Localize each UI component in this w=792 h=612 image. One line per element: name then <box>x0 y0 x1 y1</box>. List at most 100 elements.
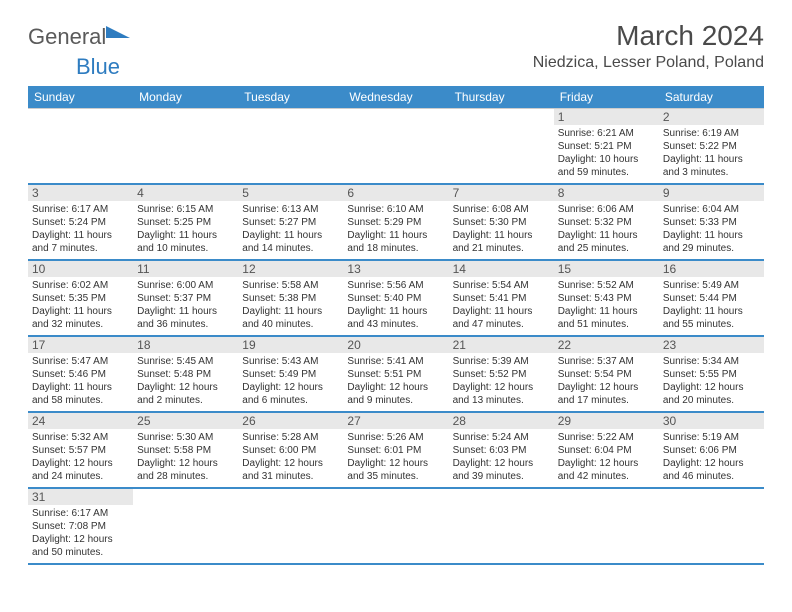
day-info: Sunrise: 6:21 AMSunset: 5:21 PMDaylight:… <box>558 127 655 179</box>
sunrise-line: Sunrise: 5:56 AM <box>347 279 444 292</box>
daylight-line: Daylight: 12 hours and 50 minutes. <box>32 533 129 559</box>
empty-cell <box>133 109 238 185</box>
day-info: Sunrise: 6:15 AMSunset: 5:25 PMDaylight:… <box>137 203 234 255</box>
sunrise-line: Sunrise: 6:10 AM <box>347 203 444 216</box>
day-info: Sunrise: 5:28 AMSunset: 6:00 PMDaylight:… <box>242 431 339 483</box>
sunrise-line: Sunrise: 5:47 AM <box>32 355 129 368</box>
sunset-line: Sunset: 5:41 PM <box>453 292 550 305</box>
day-cell: 24Sunrise: 5:32 AMSunset: 5:57 PMDayligh… <box>28 412 133 488</box>
day-number: 13 <box>343 261 448 277</box>
empty-cell <box>449 488 554 564</box>
sunrise-line: Sunrise: 5:54 AM <box>453 279 550 292</box>
sunset-line: Sunset: 6:06 PM <box>663 444 760 457</box>
day-cell: 4Sunrise: 6:15 AMSunset: 5:25 PMDaylight… <box>133 184 238 260</box>
daylight-line: Daylight: 12 hours and 31 minutes. <box>242 457 339 483</box>
day-info: Sunrise: 6:10 AMSunset: 5:29 PMDaylight:… <box>347 203 444 255</box>
day-cell: 11 Sunrise: 6:00 AMSunset: 5:37 PMDayligh… <box>133 260 238 336</box>
daylight-line: Daylight: 11 hours and 55 minutes. <box>663 305 760 331</box>
sunrise-line: Sunrise: 6:06 AM <box>558 203 655 216</box>
day-info: Sunrise: 5:58 AMSunset: 5:38 PMDaylight:… <box>242 279 339 331</box>
day-info: Sunrise: 6:06 AMSunset: 5:32 PMDaylight:… <box>558 203 655 255</box>
daylight-line: Daylight: 11 hours and 14 minutes. <box>242 229 339 255</box>
sunset-line: Sunset: 5:32 PM <box>558 216 655 229</box>
day-cell: 15Sunrise: 5:52 AMSunset: 5:43 PMDayligh… <box>554 260 659 336</box>
day-cell: 10Sunrise: 6:02 AMSunset: 5:35 PMDayligh… <box>28 260 133 336</box>
empty-cell <box>28 109 133 185</box>
daylight-line: Daylight: 12 hours and 35 minutes. <box>347 457 444 483</box>
sunrise-line: Sunrise: 5:30 AM <box>137 431 234 444</box>
day-number: 23 <box>659 337 764 353</box>
daylight-line: Daylight: 12 hours and 42 minutes. <box>558 457 655 483</box>
day-info: Sunrise: 5:22 AMSunset: 6:04 PMDaylight:… <box>558 431 655 483</box>
day-info: Sunrise: 6:00 AMSunset: 5:37 PMDaylight:… <box>137 279 234 331</box>
day-cell: 7Sunrise: 6:08 AMSunset: 5:30 PMDaylight… <box>449 184 554 260</box>
daylight-line: Daylight: 11 hours and 10 minutes. <box>137 229 234 255</box>
day-info: Sunrise: 6:17 AMSunset: 7:08 PMDaylight:… <box>32 507 129 559</box>
day-number: 28 <box>449 413 554 429</box>
week-row: 10Sunrise: 6:02 AMSunset: 5:35 PMDayligh… <box>28 260 764 336</box>
sunrise-line: Sunrise: 5:52 AM <box>558 279 655 292</box>
daylight-line: Daylight: 10 hours and 59 minutes. <box>558 153 655 179</box>
sunset-line: Sunset: 6:00 PM <box>242 444 339 457</box>
empty-cell <box>238 488 343 564</box>
day-number: 6 <box>343 185 448 201</box>
day-number: 16 <box>659 261 764 277</box>
daylight-line: Daylight: 11 hours and 51 minutes. <box>558 305 655 331</box>
day-cell: 9Sunrise: 6:04 AMSunset: 5:33 PMDaylight… <box>659 184 764 260</box>
day-number: 26 <box>238 413 343 429</box>
day-number: 7 <box>449 185 554 201</box>
day-cell: 13 Sunrise: 5:56 AMSunset: 5:40 PMDayligh… <box>343 260 448 336</box>
day-number: 29 <box>554 413 659 429</box>
day-cell: 14Sunrise: 5:54 AMSunset: 5:41 PMDayligh… <box>449 260 554 336</box>
sail-icon <box>106 26 130 38</box>
sunrise-line: Sunrise: 5:49 AM <box>663 279 760 292</box>
daylight-line: Daylight: 12 hours and 24 minutes. <box>32 457 129 483</box>
day-number: 8 <box>554 185 659 201</box>
day-number: 18 <box>133 337 238 353</box>
sunrise-line: Sunrise: 6:13 AM <box>242 203 339 216</box>
daylight-line: Daylight: 11 hours and 32 minutes. <box>32 305 129 331</box>
day-header: Thursday <box>449 86 554 109</box>
day-cell: 1Sunrise: 6:21 AMSunset: 5:21 PMDaylight… <box>554 109 659 185</box>
day-number: 17 <box>28 337 133 353</box>
daylight-line: Daylight: 11 hours and 29 minutes. <box>663 229 760 255</box>
day-cell: 29 Sunrise: 5:22 AMSunset: 6:04 PMDayligh… <box>554 412 659 488</box>
day-info: Sunrise: 5:56 AMSunset: 5:40 PMDaylight:… <box>347 279 444 331</box>
sunrise-line: Sunrise: 6:17 AM <box>32 203 129 216</box>
empty-cell <box>449 109 554 185</box>
empty-cell <box>554 488 659 564</box>
day-header: Sunday <box>28 86 133 109</box>
daylight-line: Daylight: 11 hours and 40 minutes. <box>242 305 339 331</box>
day-number: 11 <box>133 261 238 277</box>
sunrise-line: Sunrise: 5:58 AM <box>242 279 339 292</box>
day-info: Sunrise: 5:32 AMSunset: 5:57 PMDaylight:… <box>32 431 129 483</box>
sunset-line: Sunset: 6:01 PM <box>347 444 444 457</box>
sunrise-line: Sunrise: 6:15 AM <box>137 203 234 216</box>
sunrise-line: Sunrise: 6:02 AM <box>32 279 129 292</box>
sunrise-line: Sunrise: 5:32 AM <box>32 431 129 444</box>
day-info: Sunrise: 5:30 AMSunset: 5:58 PMDaylight:… <box>137 431 234 483</box>
location: Niedzica, Lesser Poland, Poland <box>533 54 764 72</box>
sunset-line: Sunset: 5:49 PM <box>242 368 339 381</box>
sunrise-line: Sunrise: 5:39 AM <box>453 355 550 368</box>
sunrise-line: Sunrise: 5:41 AM <box>347 355 444 368</box>
week-row: 1Sunrise: 6:21 AMSunset: 5:21 PMDaylight… <box>28 109 764 185</box>
day-header: Wednesday <box>343 86 448 109</box>
daylight-line: Daylight: 11 hours and 18 minutes. <box>347 229 444 255</box>
title-block: March 2024 Niedzica, Lesser Poland, Pola… <box>533 20 764 72</box>
empty-cell <box>133 488 238 564</box>
day-info: Sunrise: 5:19 AMSunset: 6:06 PMDaylight:… <box>663 431 760 483</box>
sunset-line: Sunset: 5:44 PM <box>663 292 760 305</box>
daylight-line: Daylight: 12 hours and 17 minutes. <box>558 381 655 407</box>
logo-text-general: General <box>28 24 106 50</box>
sunset-line: Sunset: 5:33 PM <box>663 216 760 229</box>
week-row: 3Sunrise: 6:17 AMSunset: 5:24 PMDaylight… <box>28 184 764 260</box>
daylight-line: Daylight: 12 hours and 28 minutes. <box>137 457 234 483</box>
day-number: 25 <box>133 413 238 429</box>
day-number: 10 <box>28 261 133 277</box>
day-info: Sunrise: 5:47 AMSunset: 5:46 PMDaylight:… <box>32 355 129 407</box>
day-info: Sunrise: 5:54 AMSunset: 5:41 PMDaylight:… <box>453 279 550 331</box>
sunset-line: Sunset: 5:27 PM <box>242 216 339 229</box>
day-cell: 28Sunrise: 5:24 AMSunset: 6:03 PMDayligh… <box>449 412 554 488</box>
daylight-line: Daylight: 11 hours and 36 minutes. <box>137 305 234 331</box>
